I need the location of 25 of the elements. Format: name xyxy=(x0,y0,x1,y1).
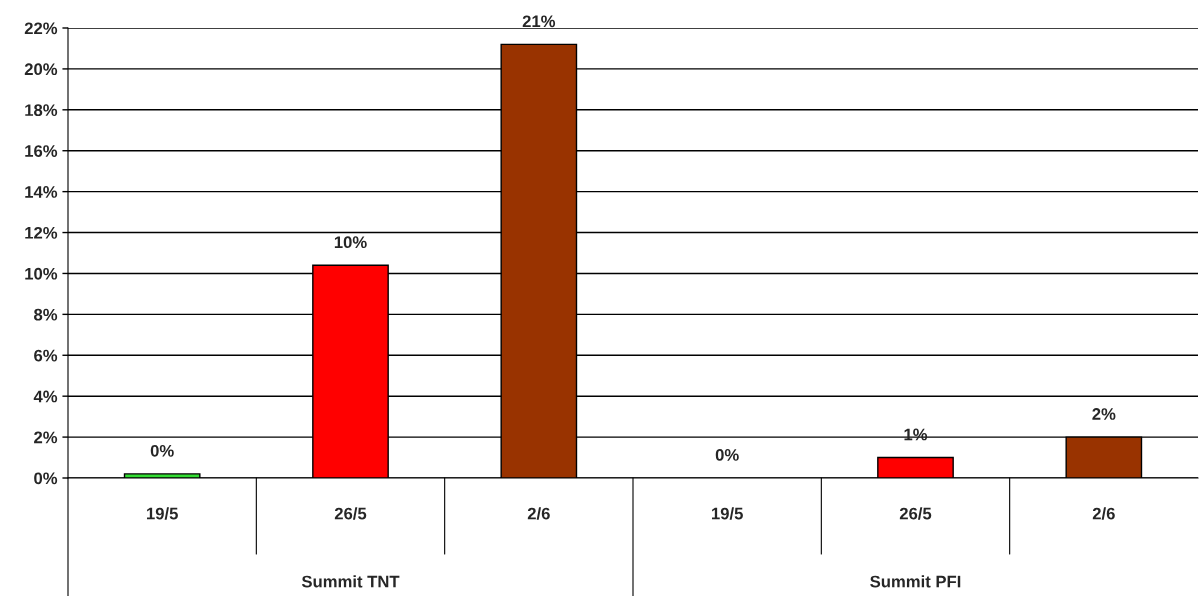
text: Summit PFI xyxy=(870,575,961,588)
data-label: 10% xyxy=(334,236,367,249)
text: Summit TNT xyxy=(301,575,400,588)
y-tick-label: 16% xyxy=(25,145,58,157)
y-tick-label: 18% xyxy=(25,104,58,117)
y-tick-label: 6% xyxy=(34,349,58,362)
y-tick-label: 10% xyxy=(25,267,58,280)
y-tick-label: 4% xyxy=(33,390,58,403)
x-tick-label: 26/5 xyxy=(334,507,367,520)
x-tick-label: 19/5 xyxy=(712,507,743,520)
x-tick-label: 26/5 xyxy=(899,507,932,520)
y-tick-label: 8% xyxy=(34,308,58,321)
x-tick-label: 19/5 xyxy=(147,507,178,520)
data-label: 0% xyxy=(715,449,739,461)
y-tick-label: 12% xyxy=(25,226,58,239)
data-label: 21% xyxy=(522,15,556,28)
y-tick-label: 0% xyxy=(34,472,58,485)
y-tick-label: 14% xyxy=(25,186,58,198)
x-tick-label: 2/6 xyxy=(527,507,550,520)
data-label: 2% xyxy=(1092,408,1116,420)
y-tick-label: 2% xyxy=(34,431,58,444)
y-tick-label: 20% xyxy=(24,63,58,76)
x-tick-label: 2/6 xyxy=(1092,507,1115,520)
y-tick-label: 22% xyxy=(24,22,58,35)
data-label: 0% xyxy=(150,444,174,457)
